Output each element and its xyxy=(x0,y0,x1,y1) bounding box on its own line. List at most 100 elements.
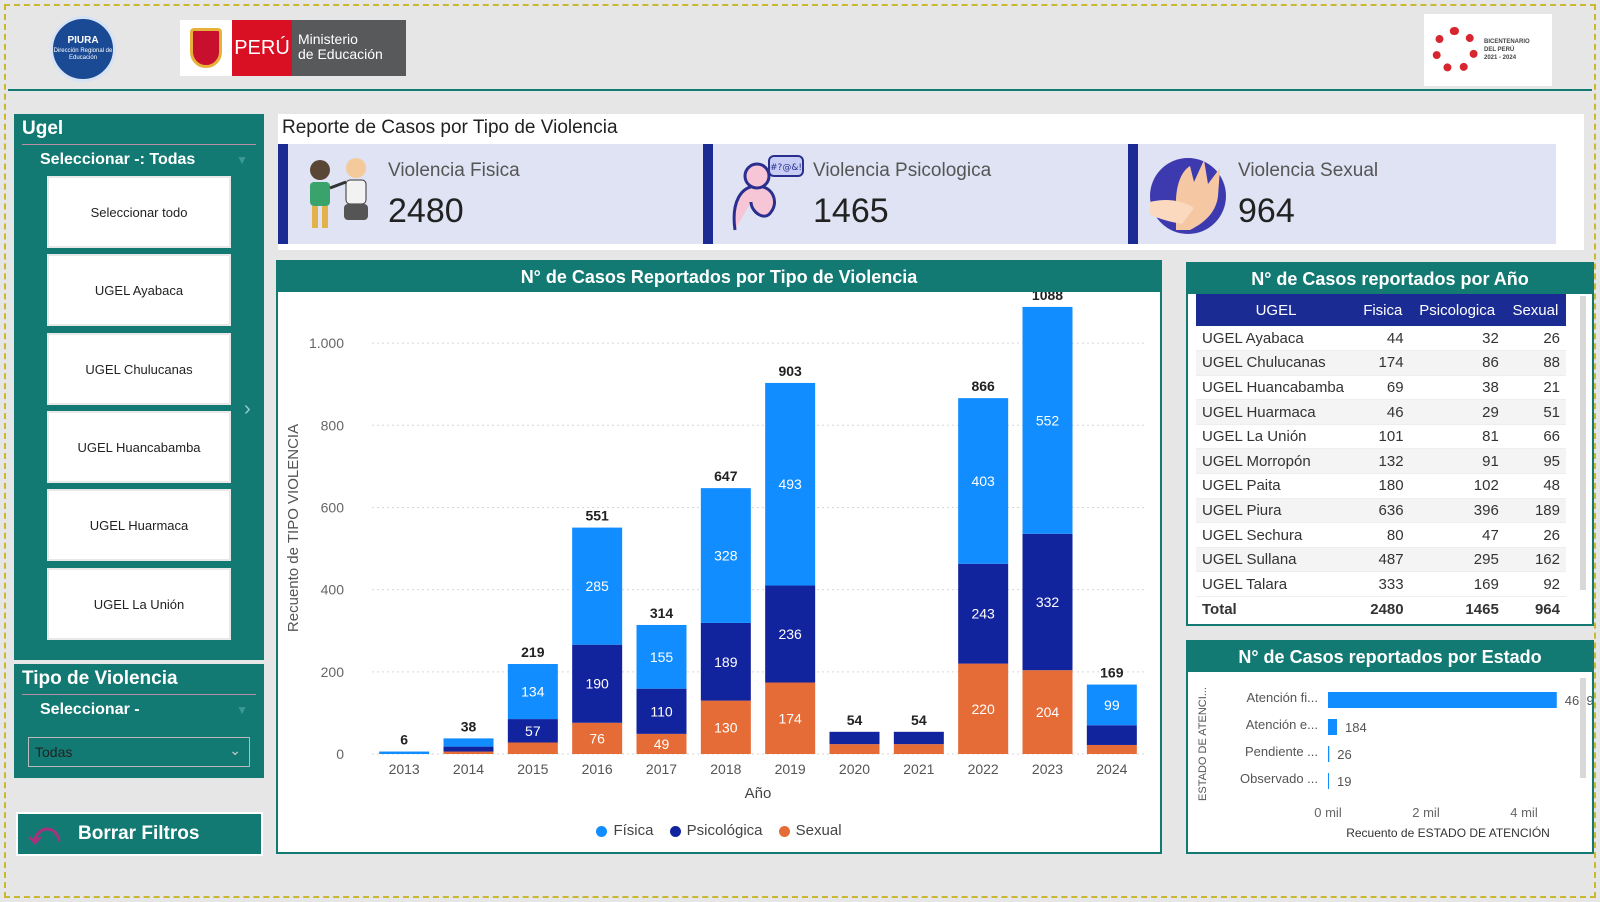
cell-value: 47 xyxy=(1409,522,1505,548)
ugel-tile-la-union[interactable]: UGEL La Unión xyxy=(47,568,231,640)
bar-física-2019 xyxy=(765,382,816,586)
cell-ugel: UGEL Chulucanas xyxy=(1196,350,1356,376)
tipo-violencia-slicer: Tipo de Violencia Seleccionar - ▼ Todas … xyxy=(14,664,264,778)
bar-física-2014 xyxy=(443,738,494,747)
estado-value-label: 19 xyxy=(1337,774,1351,789)
y-tick-label: 600 xyxy=(321,499,345,515)
bar-total-label: 866 xyxy=(971,378,995,394)
bar-total-label: 219 xyxy=(521,644,545,660)
y-tick-label: 400 xyxy=(321,582,345,598)
bar-psicológica-2020 xyxy=(829,731,880,745)
bar-data-label: 110 xyxy=(650,703,673,719)
y-tick-label: 800 xyxy=(321,417,345,433)
x-axis-label: Recuento de ESTADO DE ATENCIÓN xyxy=(1346,825,1550,840)
chevron-right-icon[interactable]: › xyxy=(244,398,251,420)
stop-hand-icon xyxy=(1150,158,1226,234)
ugel-slicer-title: Ugel xyxy=(22,118,64,139)
bar-data-label: 190 xyxy=(585,676,609,692)
cell-ugel: UGEL Ayabaca xyxy=(1196,326,1356,352)
x-tick-label: 2018 xyxy=(710,761,741,777)
cell-value: 29 xyxy=(1409,399,1505,425)
bar-data-label: 493 xyxy=(778,476,802,492)
cell-value: 174 xyxy=(1356,350,1410,376)
bar-data-label: 99 xyxy=(1104,697,1120,713)
chevron-down-icon: ▼ xyxy=(236,703,248,717)
table-row[interactable]: UGEL Talara 333 169 92 xyxy=(1196,571,1566,598)
table-row[interactable]: UGEL Sechura 80 47 26 xyxy=(1196,522,1566,548)
cell-value: 636 xyxy=(1356,498,1410,524)
tipo-slicer-header[interactable]: Seleccionar - ▼ xyxy=(22,694,256,724)
ugel-slicer-dropdown[interactable]: Seleccionar -: Todas ▼ xyxy=(22,144,256,174)
y-axis-label: ESTADO DE ATENCI... xyxy=(1197,687,1209,801)
table-row[interactable]: UGEL Piura 636 396 189 xyxy=(1196,498,1566,524)
estado-bar xyxy=(1328,773,1329,789)
bar-física-2017 xyxy=(636,624,687,689)
kpi-label: Violencia Fisica xyxy=(388,160,520,181)
ugel-tile-huancabamba[interactable]: UGEL Huancabamba xyxy=(47,411,231,483)
ugel-tile-ayabaca[interactable]: UGEL Ayabaca xyxy=(47,254,231,326)
stacked-bar-chart: 0 200 400 600 800 1.000 Recuento de TIPO VIOLE… xyxy=(285,292,1144,802)
bicentenario-ring-icon xyxy=(1432,27,1478,73)
svg-text:#?@&!: #?@&! xyxy=(770,163,802,173)
legend-psicologica[interactable]: Psicológica xyxy=(669,822,767,839)
x-tick-label: 2019 xyxy=(775,761,806,777)
kpi-violencia-psicologica: #?@&! Violencia Psicologica 1465 xyxy=(703,144,1131,244)
cell-value: 21 xyxy=(1504,375,1566,401)
col-header-ugel[interactable]: UGEL xyxy=(1196,294,1356,326)
cell-ugel: UGEL Morropón xyxy=(1196,448,1356,475)
bar-física-2018 xyxy=(700,488,751,623)
clear-filters-button[interactable]: ⤺ Borrar Filtros xyxy=(16,812,263,856)
peru-crest-icon xyxy=(180,20,232,76)
category-label: Atención fi... xyxy=(1246,690,1318,705)
cell-value: 333 xyxy=(1356,571,1410,598)
bar-data-label: 220 xyxy=(971,701,995,717)
bar-psicológica-2021 xyxy=(893,731,944,745)
cell-value: 32 xyxy=(1409,326,1505,352)
ugel-tile-chulucanas[interactable]: UGEL Chulucanas xyxy=(47,333,231,405)
bar-psicológica-2023 xyxy=(1022,533,1073,671)
kpi-value: 1465 xyxy=(813,192,889,230)
cell-ugel: UGEL Sullana xyxy=(1196,547,1356,573)
table-row[interactable]: UGEL Chulucanas 174 86 88 xyxy=(1196,350,1566,376)
bar-data-label: 236 xyxy=(778,626,802,642)
bar-data-label: 174 xyxy=(778,710,802,726)
bar-psicológica-2014 xyxy=(443,746,494,752)
psychological-violence-icon: #?@&! xyxy=(732,155,804,231)
col-header-psicologica[interactable]: Psicologica xyxy=(1409,294,1505,326)
estado-scrollbar[interactable] xyxy=(1580,678,1586,778)
legend-fisica[interactable]: Física xyxy=(596,822,657,839)
cell-ugel: UGEL Sechura xyxy=(1196,522,1356,548)
col-header-sexual[interactable]: Sexual xyxy=(1504,294,1566,326)
header-divider xyxy=(8,89,1592,91)
estado-bar xyxy=(1328,719,1338,735)
table-row[interactable]: UGEL Ayabaca 44 32 26 xyxy=(1196,326,1566,352)
category-label: Pendiente ... xyxy=(1245,744,1318,759)
estado-bar xyxy=(1328,746,1330,762)
x-axis-label: Año xyxy=(745,785,772,802)
estado-bar xyxy=(1328,692,1557,708)
table-row[interactable]: UGEL La Unión 101 81 66 xyxy=(1196,424,1566,450)
table-row[interactable]: UGEL Huancabamba 69 38 21 xyxy=(1196,375,1566,401)
bar-psicológica-2018 xyxy=(700,622,751,701)
ugel-tile-huarmaca[interactable]: UGEL Huarmaca xyxy=(47,489,231,561)
tipo-violencia-select[interactable]: Todas ⌄ xyxy=(28,737,250,767)
cell-value: 88 xyxy=(1504,350,1566,376)
table-row[interactable]: UGEL Paita 180 102 48 xyxy=(1196,473,1566,499)
x-tick-label: 2024 xyxy=(1096,761,1127,777)
col-header-fisica[interactable]: Fisica xyxy=(1356,294,1410,326)
table-row[interactable]: UGEL Huarmaca 46 29 51 xyxy=(1196,399,1566,425)
bicentenario-logo: BICENTENARIO DEL PERÚ 2021 - 2024 xyxy=(1424,14,1552,86)
legend-sexual[interactable]: Sexual xyxy=(778,822,846,839)
casos-por-tipo-chart: N° de Casos Reportados por Tipo de Viole… xyxy=(276,260,1162,854)
kpi-label: Violencia Psicologica xyxy=(813,160,992,181)
table-scrollbar[interactable] xyxy=(1580,296,1586,590)
chart-legend: Física Psicológica Sexual xyxy=(278,822,1164,839)
bar-psicológica-2017 xyxy=(636,688,687,734)
table-row[interactable]: UGEL Sullana 487 295 162 xyxy=(1196,547,1566,573)
ugel-tile-select-all[interactable]: Seleccionar todo xyxy=(47,176,231,248)
peru-label: PERÚ xyxy=(232,20,292,76)
x-tick-label: 2 mil xyxy=(1412,805,1440,820)
table-row[interactable]: UGEL Morropón 132 91 95 xyxy=(1196,448,1566,475)
x-tick-label: 2017 xyxy=(646,761,677,777)
bar-sexual-2024 xyxy=(1086,744,1137,754)
